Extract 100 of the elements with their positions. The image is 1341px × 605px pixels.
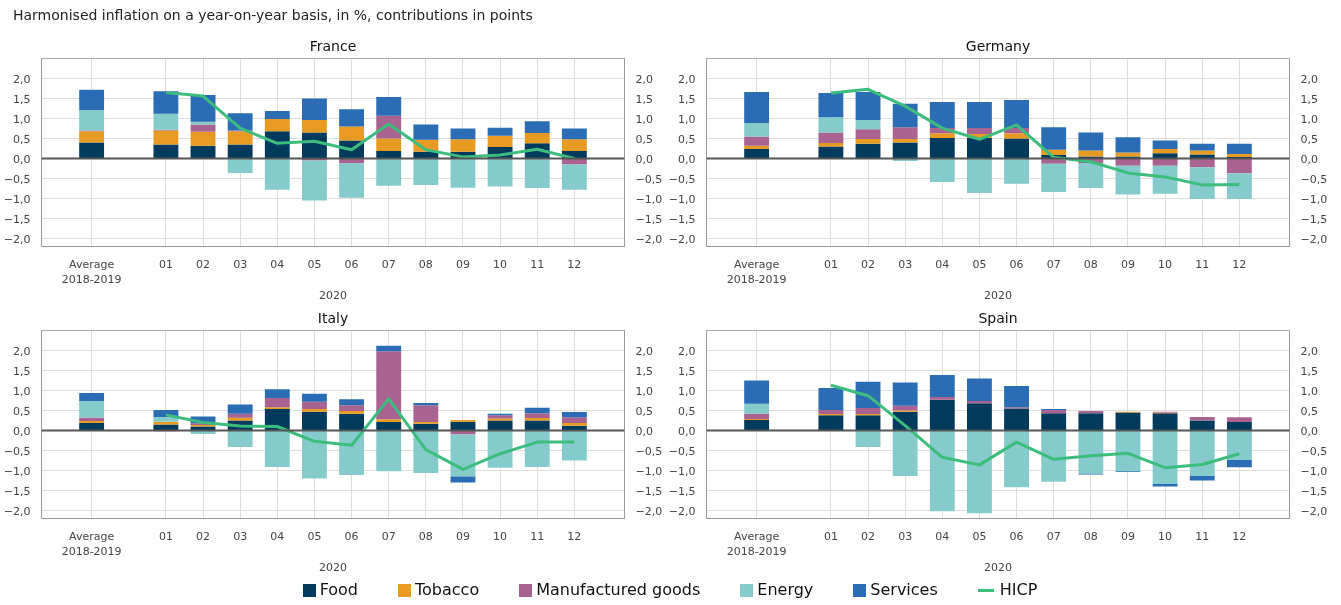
y2-tick-label: −1,0 [635,192,663,206]
x-tick-label: 02 [861,529,876,543]
x-tick-label: 07 [1046,257,1061,271]
y-tick-label: 2,0 [678,344,696,358]
y-tick-label: −2,0 [3,504,31,518]
x-tick-label: 01 [158,529,173,543]
x-tick-label: Average 2018-2019 [61,257,122,287]
x-tick-label: 10 [493,529,508,543]
legend-label: Tobacco [414,580,480,599]
y-tick-label: 1,5 [13,364,31,378]
y-tick-label: −1,0 [668,192,696,206]
y-tick-label: −1,0 [668,464,696,478]
y-tick-label: 1,5 [678,364,696,378]
y2-tick-label: 1,0 [1300,112,1318,126]
y2-tick-label: −2,0 [1300,232,1328,246]
y-tick-label: 1,0 [678,112,696,126]
x-axis-title: 2020 [319,561,347,575]
y2-tick-label: −0,5 [1300,444,1328,458]
y2-tick-label: 2,0 [635,72,653,86]
legend-label: Energy [756,580,814,599]
x-tick-label: 04 [935,257,950,271]
y-tick-label: 0,0 [678,152,696,166]
x-tick-label: Average 2018-2019 [61,529,122,559]
y2-tick-label: −1,0 [1300,464,1328,478]
y-tick-label: −0,5 [668,444,696,458]
y2-tick-label: 1,0 [635,384,653,398]
legend-label: Manufactured goods [535,580,701,599]
x-tick-label: 03 [898,529,913,543]
y-tick-label: 1,5 [13,92,31,106]
legend-label: HICP [998,580,1038,599]
x-tick-label: 04 [270,529,285,543]
x-axis-title: 2020 [984,561,1012,575]
x-tick-label: 09 [455,529,470,543]
y-tick-label: −2,0 [3,232,31,246]
y2-tick-label: −1,5 [1300,484,1328,498]
chart-title: Spain [978,309,1018,326]
y2-tick-label: −2,0 [635,504,663,518]
y-tick-label: 2,0 [13,344,31,358]
y2-tick-label: 0,5 [635,132,653,146]
y-tick-label: −2,0 [668,232,696,246]
x-tick-label: 04 [270,257,285,271]
x-tick-label: 03 [233,257,248,271]
x-tick-label: 07 [381,529,396,543]
x-tick-label: 07 [1046,529,1061,543]
x-axis-title: 2020 [984,289,1012,303]
x-tick-label: 06 [344,257,359,271]
y-tick-label: 0,5 [678,404,696,418]
x-tick-label: 08 [1083,257,1098,271]
y-tick-label: −0,5 [3,172,31,186]
y2-tick-label: −0,5 [635,172,663,186]
y2-tick-label: −1,5 [635,212,663,226]
y-tick-label: −1,5 [668,212,696,226]
y2-tick-label: 2,0 [1300,72,1318,86]
x-tick-label: 04 [935,529,950,543]
x-tick-label: 06 [1009,529,1024,543]
x-tick-label: 09 [455,257,470,271]
y-tick-label: −1,0 [3,464,31,478]
y-tick-label: −1,5 [3,212,31,226]
y2-tick-label: 0,0 [635,152,653,166]
x-tick-label: 09 [1120,257,1135,271]
y-tick-label: 2,0 [13,72,31,86]
y2-tick-label: 0,5 [1300,132,1318,146]
y2-tick-label: 0,0 [1300,424,1318,438]
y2-tick-label: −1,0 [1300,192,1328,206]
y-tick-label: 0,0 [13,152,31,166]
x-tick-label: 12 [1232,257,1247,271]
y2-tick-label: −0,5 [635,444,663,458]
y-tick-label: 0,5 [13,404,31,418]
y2-tick-label: 1,0 [635,112,653,126]
x-tick-label: 08 [418,529,433,543]
chart-title: Germany [965,37,1031,54]
x-tick-label: 11 [1195,257,1210,271]
x-tick-label: 06 [1009,257,1024,271]
y2-tick-label: 0,5 [1300,404,1318,418]
x-axis-title: 2020 [319,289,347,303]
y2-tick-label: −1,5 [635,484,663,498]
legend-label: Services [869,580,938,599]
chart-title: Italy [317,309,349,326]
x-tick-label: 02 [196,529,211,543]
y-tick-label: 2,0 [678,72,696,86]
y-tick-label: −0,5 [3,444,31,458]
y2-tick-label: 1,0 [1300,384,1318,398]
y-tick-label: 0,5 [13,132,31,146]
y-tick-label: −1,5 [3,484,31,498]
x-tick-label: 09 [1120,529,1135,543]
y-tick-label: 1,0 [678,384,696,398]
x-tick-label: 01 [158,257,173,271]
y2-tick-label: 2,0 [635,344,653,358]
x-tick-label: 03 [233,529,248,543]
x-tick-label: 08 [1083,529,1098,543]
x-tick-label: 11 [530,529,545,543]
y-tick-label: −1,5 [668,484,696,498]
y2-tick-label: 0,0 [1300,152,1318,166]
y-tick-label: 0,0 [678,424,696,438]
x-tick-label: 05 [307,257,322,271]
y2-tick-label: −1,0 [635,464,663,478]
y2-tick-label: 1,5 [1300,92,1318,106]
x-tick-label: 05 [972,257,987,271]
x-tick-label: Average 2018-2019 [726,257,787,287]
y2-tick-label: −2,0 [635,232,663,246]
